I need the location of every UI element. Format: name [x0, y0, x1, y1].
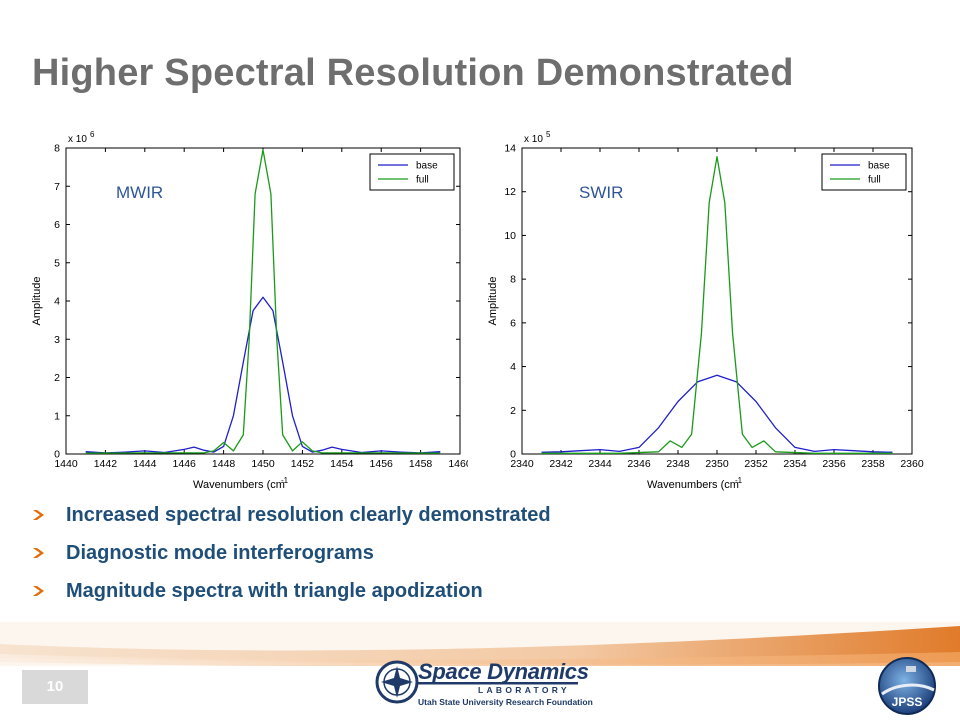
bullet-item: Increased spectral resolution clearly de… — [32, 500, 551, 538]
y-tick-label: 0 — [510, 449, 516, 461]
mwir-chart-svg: 1440 1442 1444 1446 1448 1450 1452 1454 1456 1458… — [31, 130, 468, 491]
legend-box — [821, 153, 907, 191]
y-tick-label: 0 — [54, 449, 60, 461]
y-tick-label: 6 — [54, 219, 60, 231]
swir-band-label: SWIR — [579, 183, 624, 202]
x-tick-label: 1440 — [54, 458, 78, 470]
exponent-label: x 10 — [524, 134, 543, 145]
x-tick-label: 2360 — [900, 458, 924, 470]
swir-chart-svg: 2340 2342 2344 2346 2348 2350 2352 2354 2356 2358… — [487, 130, 924, 491]
legend-label-base: base — [868, 161, 890, 172]
y-tick-label: 2 — [510, 405, 516, 417]
y-tick-label: 4 — [510, 361, 516, 373]
x-tick-label: 1458 — [409, 458, 433, 470]
x-tick-label: 1456 — [370, 458, 394, 470]
lab-name: Space Dynamics — [418, 659, 589, 684]
x-axis-label: Wavenumbers (cm — [193, 479, 285, 491]
exponent-value: 5 — [546, 130, 551, 139]
x-axis-label-sup: -1 — [281, 476, 289, 485]
foundation-name: Utah State University Research Foundatio… — [418, 697, 593, 707]
x-tick-label: 2352 — [744, 458, 768, 470]
page-number: 10 — [22, 670, 88, 704]
y-tick-label: 6 — [510, 317, 516, 329]
bullet-item: Diagnostic mode interferograms — [32, 538, 551, 576]
legend-label-base: base — [416, 161, 438, 172]
legend-label-full: full — [868, 175, 881, 186]
y-tick-label: 10 — [504, 230, 516, 242]
x-tick-label: 2342 — [549, 458, 573, 470]
chevron-right-icon — [33, 586, 44, 596]
y-tick-label: 12 — [504, 186, 516, 198]
bullet-list: Increased spectral resolution clearly de… — [32, 500, 551, 614]
jpss-text: JPSS — [892, 695, 923, 709]
x-tick-label: 2348 — [666, 458, 690, 470]
bullet-text: Diagnostic mode interferograms — [66, 542, 374, 564]
y-tick-label: 8 — [54, 143, 60, 155]
mwir-chart: 1440 1442 1444 1446 1448 1450 1452 1454 1456 1458… — [28, 128, 468, 500]
y-tick-label: 4 — [54, 296, 60, 308]
x-tick-label: 2346 — [627, 458, 651, 470]
y-tick-label: 2 — [54, 372, 60, 384]
exponent-label: x 10 — [68, 134, 87, 145]
space-dynamics-logo-icon — [375, 660, 578, 704]
y-axis-label: Amplitude — [31, 277, 43, 326]
y-tick-label: 5 — [54, 257, 60, 269]
x-tick-label: 1454 — [330, 458, 354, 470]
series-line-full — [541, 156, 893, 454]
x-tick-label: 2354 — [783, 458, 807, 470]
bullet-item: Magnitude spectra with triangle apodizat… — [32, 576, 551, 614]
x-tick-label: 1450 — [251, 458, 275, 470]
legend-label-full: full — [416, 175, 429, 186]
plot-frame — [65, 147, 461, 455]
x-tick-label: 1446 — [173, 458, 197, 470]
legend-box — [369, 153, 455, 191]
y-tick-label: 7 — [54, 181, 60, 193]
y-tick-label: 14 — [504, 143, 516, 155]
series-line-base — [85, 296, 441, 454]
lab-word: LABORATORY — [478, 685, 570, 695]
swir-chart: 2340 2342 2344 2346 2348 2350 2352 2354 2356 2358… — [478, 128, 928, 500]
y-axis-label: Amplitude — [487, 277, 499, 326]
x-tick-label: 2356 — [822, 458, 846, 470]
slide-title: Higher Spectral Resolution Demonstrated — [32, 52, 794, 94]
jpss-logo-icon: JPSS — [878, 657, 936, 715]
bullet-text: Increased spectral resolution clearly de… — [66, 504, 551, 526]
y-tick-label: 3 — [54, 334, 60, 346]
x-tick-label: 2358 — [861, 458, 885, 470]
y-tick-label: 1 — [54, 410, 60, 422]
x-tick-label: 1442 — [94, 458, 118, 470]
x-tick-label: 2344 — [588, 458, 612, 470]
footer-swoosh — [0, 622, 960, 720]
x-tick-label: 1444 — [133, 458, 157, 470]
chevron-right-icon — [33, 548, 44, 558]
chevron-right-icon — [33, 510, 44, 520]
x-axis-label-sup: -1 — [735, 476, 743, 485]
series-line-base — [541, 374, 893, 453]
mwir-band-label: MWIR — [116, 183, 164, 202]
x-tick-label: 1448 — [212, 458, 236, 470]
series-line-full — [85, 149, 441, 454]
x-tick-label: 2340 — [510, 458, 534, 470]
exponent-value: 6 — [90, 130, 95, 139]
x-tick-label: 2350 — [705, 458, 729, 470]
x-axis-label: Wavenumbers (cm — [647, 479, 739, 491]
y-tick-label: 8 — [510, 274, 516, 286]
plot-frame — [521, 147, 913, 455]
bullet-text: Magnitude spectra with triangle apodizat… — [66, 580, 483, 602]
x-tick-label: 1452 — [291, 458, 315, 470]
